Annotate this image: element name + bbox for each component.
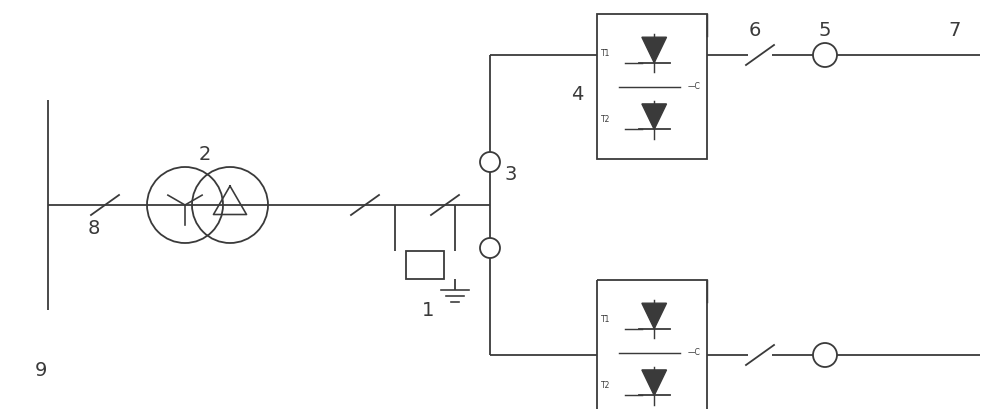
Text: T1: T1 (601, 315, 611, 324)
Bar (597, 14, 707, 159)
Text: 5: 5 (819, 20, 831, 40)
Polygon shape (642, 370, 667, 396)
Text: 7: 7 (949, 20, 961, 40)
Text: 1: 1 (422, 301, 434, 319)
Text: 8: 8 (88, 218, 100, 238)
Text: 6: 6 (749, 20, 761, 40)
Text: T1: T1 (601, 49, 611, 58)
Text: 9: 9 (35, 360, 47, 380)
Polygon shape (642, 37, 667, 63)
Text: T2: T2 (601, 115, 611, 124)
Text: 4: 4 (571, 85, 583, 105)
Text: —C: —C (687, 348, 700, 357)
Text: 2: 2 (199, 146, 211, 164)
Text: 3: 3 (505, 166, 517, 184)
Bar (406, 251, 444, 279)
Polygon shape (642, 303, 667, 329)
Text: —C: —C (687, 82, 700, 91)
Bar (597, 280, 707, 409)
Polygon shape (642, 104, 667, 129)
Text: T2: T2 (601, 381, 611, 390)
